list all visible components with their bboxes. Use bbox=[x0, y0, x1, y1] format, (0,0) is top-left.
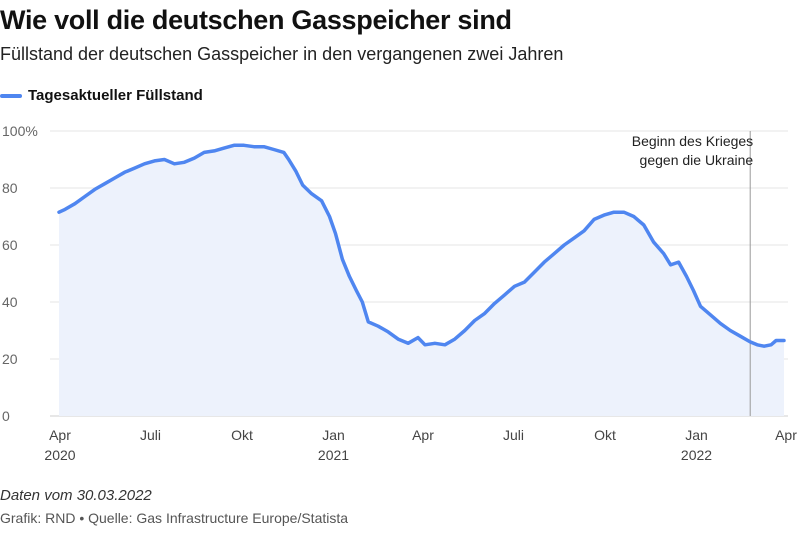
source-credit: Grafik: RND • Quelle: Gas Infrastructure… bbox=[0, 510, 349, 526]
x-tick-label: Apr bbox=[775, 427, 797, 443]
series-line bbox=[57, 143, 786, 348]
y-tick-label: 60 bbox=[2, 237, 18, 253]
annotation-label: Beginn des Krieges bbox=[632, 133, 753, 149]
annotation-label: gegen die Ukraine bbox=[640, 152, 754, 168]
y-tick-label: 20 bbox=[2, 351, 18, 367]
data-date-note: Daten vom 30.03.2022 bbox=[0, 487, 152, 504]
x-tick-label: Juli bbox=[503, 427, 524, 443]
series-area-fill bbox=[59, 145, 784, 417]
x-tick-label: Juli bbox=[140, 427, 161, 443]
y-tick-label: 0 bbox=[2, 408, 10, 424]
legend-line-swatch bbox=[0, 93, 22, 98]
x-tick-label: Apr bbox=[49, 427, 71, 443]
x-tick-label: Jan bbox=[685, 427, 708, 443]
chart-title: Wie voll die deutschen Gasspeicher sind bbox=[0, 5, 512, 35]
y-tick-label: 100% bbox=[2, 123, 38, 139]
x-tick-year: 2021 bbox=[318, 447, 349, 463]
x-tick-label: Okt bbox=[594, 427, 616, 443]
x-tick-label: Okt bbox=[231, 427, 253, 443]
x-tick-year: 2020 bbox=[44, 447, 75, 463]
x-tick-label: Apr bbox=[412, 427, 434, 443]
legend: Tagesaktueller Füllstand bbox=[0, 87, 203, 104]
x-tick-year: 2022 bbox=[681, 447, 712, 463]
y-tick-label: 80 bbox=[2, 180, 18, 196]
chart-subtitle: Füllstand der deutschen Gasspeicher in d… bbox=[0, 44, 564, 64]
x-tick-label: Jan bbox=[322, 427, 345, 443]
y-tick-label: 40 bbox=[2, 294, 18, 310]
legend-label: Tagesaktueller Füllstand bbox=[28, 87, 203, 104]
